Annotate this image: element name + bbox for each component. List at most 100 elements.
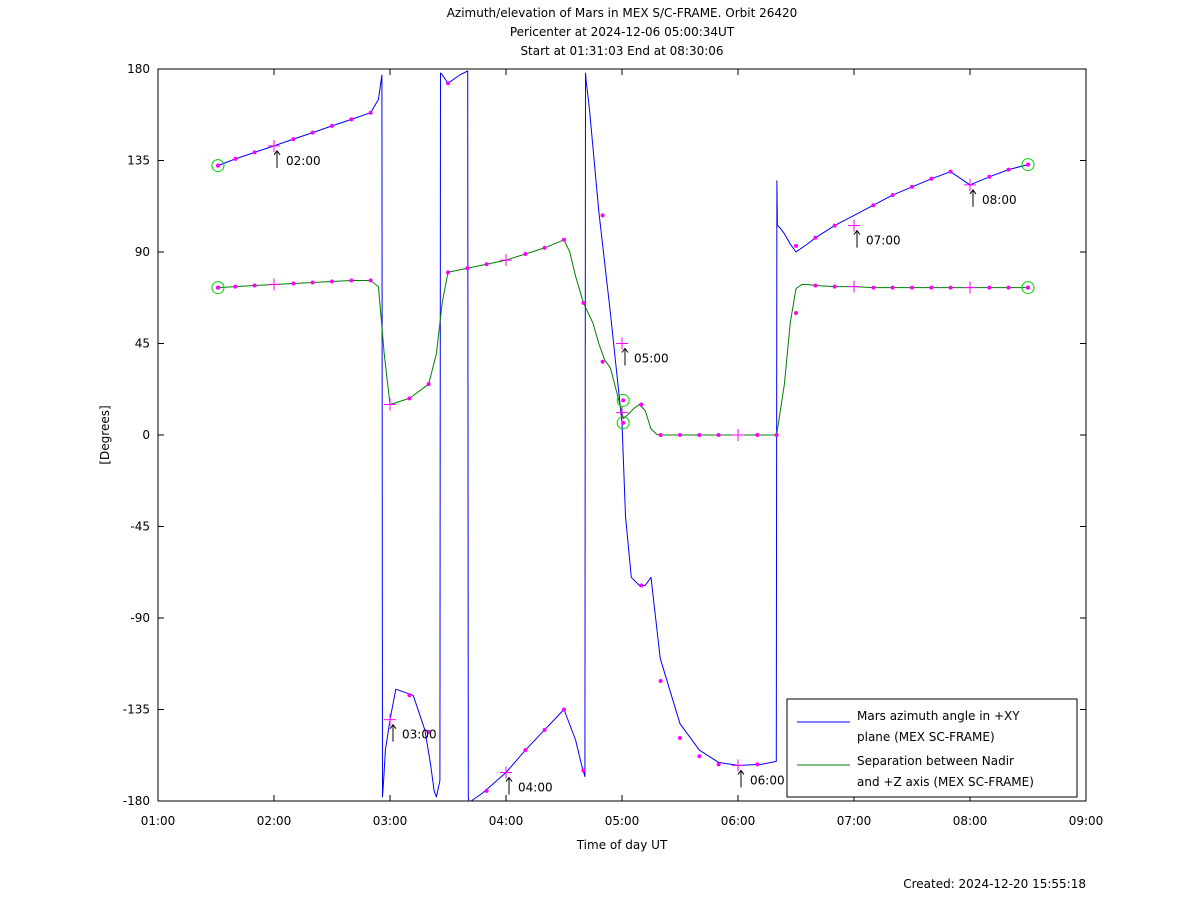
data-point <box>523 252 528 257</box>
data-point <box>542 245 547 250</box>
hour-annotations: 02:00 03:00 04:00 05:00 06:00 07:00 08:00 <box>268 139 1017 795</box>
title-line: Pericenter at 2024-12-06 05:00:34UT <box>510 25 735 39</box>
series-lines <box>217 70 1029 802</box>
data-point <box>678 735 682 740</box>
green-circle-marker <box>616 416 630 430</box>
legend-label-separation-line2: and +Z axis (MEX SC-FRAME) <box>857 775 1034 789</box>
data-point <box>639 402 644 407</box>
x-tick-label: 08:00 <box>953 814 988 828</box>
hour-arrow-head <box>621 347 629 353</box>
data-point <box>948 285 953 290</box>
hour-label: 06:00 <box>750 773 785 787</box>
x-tick-label: 02:00 <box>257 814 292 828</box>
data-point <box>890 193 895 198</box>
hour-arrow-head <box>505 776 513 782</box>
data-point <box>871 285 876 290</box>
y-tick-label: 180 <box>127 62 150 76</box>
data-point <box>349 117 354 122</box>
data-point <box>252 283 257 288</box>
data-point <box>716 762 721 767</box>
x-axis-label: Time of day UT <box>576 838 668 852</box>
data-point <box>832 284 837 289</box>
x-tick-label: 09:00 <box>1069 814 1104 828</box>
data-point <box>755 762 760 767</box>
data-point <box>929 176 934 181</box>
axis-ticks: 01:00 02:00 03:00 04:00 05:00 06:00 07:00 08:00… <box>123 62 1104 828</box>
y-tick-label: -135 <box>123 703 150 717</box>
data-point <box>813 283 818 288</box>
y-tick-label: 135 <box>127 154 150 168</box>
y-axis-label: [Degrees] <box>98 405 112 464</box>
data-point <box>581 768 586 773</box>
title-line: Azimuth/elevation of Mars in MEX S/C-FRA… <box>447 6 798 20</box>
data-point <box>368 278 373 283</box>
data-point <box>755 433 760 437</box>
y-tick-label: -180 <box>123 794 150 808</box>
data-point <box>426 382 431 387</box>
data-point <box>697 433 702 437</box>
hour-label: 04:00 <box>518 781 553 795</box>
hour-arrow-head <box>969 189 977 195</box>
data-point <box>426 729 431 734</box>
data-point <box>600 359 605 364</box>
data-point <box>407 693 412 698</box>
hour-label: 02:00 <box>286 154 321 168</box>
data-point <box>349 278 354 283</box>
data-markers <box>211 81 1035 793</box>
data-point <box>446 81 450 86</box>
data-point <box>910 184 914 189</box>
title-line: Start at 01:31:03 End at 08:30:06 <box>520 44 723 58</box>
chart-title: Azimuth/elevation of Mars in MEX S/C-FRA… <box>447 6 798 58</box>
data-point <box>987 174 992 179</box>
data-point <box>658 433 663 437</box>
created-timestamp: Created: 2024-12-20 15:55:18 <box>903 877 1086 891</box>
green-circle-marker <box>1021 281 1035 295</box>
green-circle-marker <box>211 281 225 295</box>
data-point <box>813 235 818 240</box>
data-point <box>600 213 605 218</box>
data-point <box>233 156 238 161</box>
data-point <box>562 237 566 242</box>
x-tick-label: 01:00 <box>141 814 176 828</box>
data-point <box>678 433 682 437</box>
data-point <box>774 433 779 437</box>
hour-label: 08:00 <box>982 193 1017 207</box>
series-line-azimuth <box>217 70 1029 802</box>
legend-box <box>786 698 1078 798</box>
data-point <box>542 727 547 732</box>
data-point <box>484 262 489 267</box>
green-circle-marker <box>211 159 225 173</box>
y-tick-label: 45 <box>135 337 150 351</box>
legend-label-azimuth-line2: plane (MEX SC-FRAME) <box>857 730 995 744</box>
y-tick-label: -90 <box>130 611 150 625</box>
hour-arrow-head <box>737 769 745 775</box>
x-tick-label: 03:00 <box>373 814 408 828</box>
hour-arrow-head <box>273 150 281 156</box>
data-point <box>215 163 220 168</box>
y-tick-label: 90 <box>135 245 150 259</box>
data-point <box>621 420 626 425</box>
data-point <box>291 281 296 286</box>
data-point <box>310 130 315 135</box>
data-point <box>252 150 257 155</box>
data-point <box>233 284 238 289</box>
data-point <box>794 311 798 315</box>
data-point <box>330 279 334 284</box>
data-point <box>562 707 566 712</box>
data-point <box>658 679 663 684</box>
data-point <box>639 583 644 588</box>
green-circle-marker <box>1021 158 1035 172</box>
data-point <box>368 110 373 115</box>
data-point <box>484 788 489 793</box>
legend-label-azimuth-line1: Mars azimuth angle in +XY <box>857 709 1020 723</box>
data-point <box>330 123 334 128</box>
hour-arrow-head <box>389 723 397 729</box>
data-point <box>929 285 934 290</box>
data-point <box>890 285 895 290</box>
series-line-separation <box>217 239 1028 436</box>
data-point <box>871 203 876 208</box>
data-point <box>407 396 412 401</box>
data-point <box>987 285 992 290</box>
data-point <box>465 266 470 271</box>
